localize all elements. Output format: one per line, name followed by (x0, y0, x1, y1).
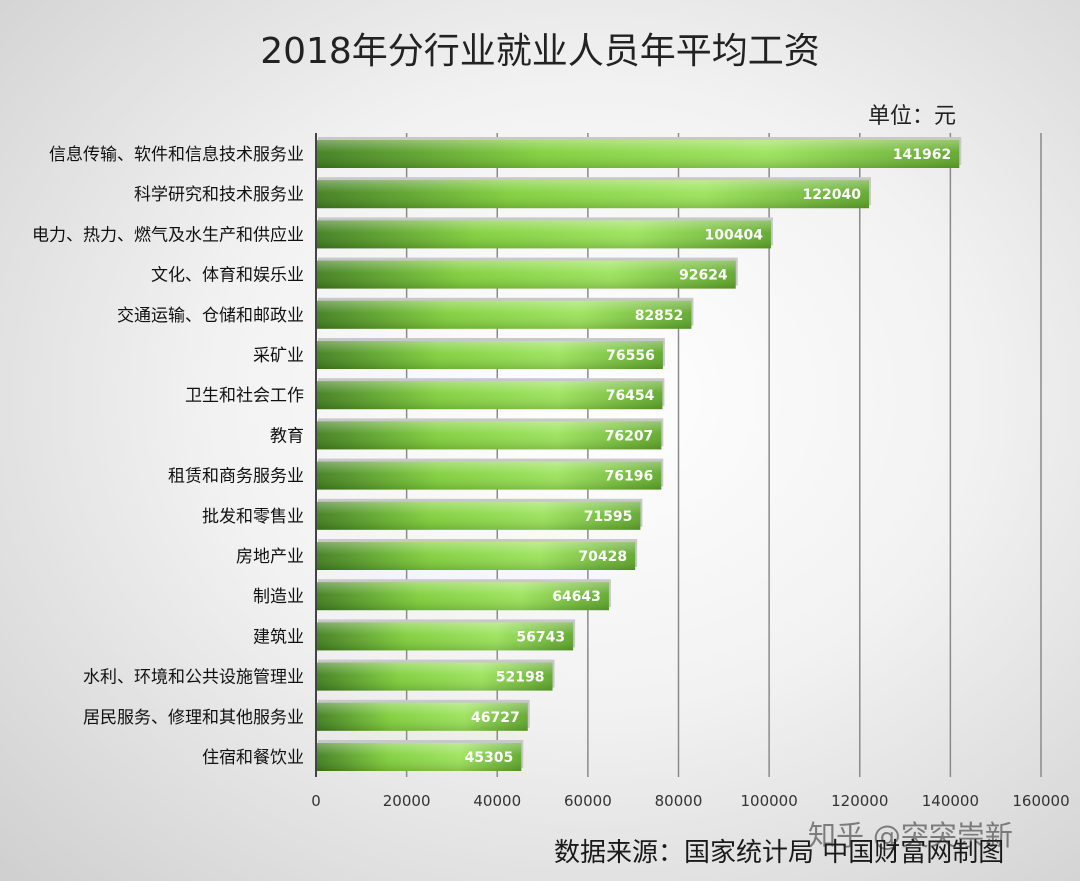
bar-gloss (316, 582, 609, 611)
bar-value-label: 70428 (578, 549, 627, 565)
bar-gloss (316, 702, 528, 731)
bar-gloss (316, 260, 736, 289)
category-label: 租赁和商务服务业 (168, 467, 304, 487)
bar-value-label: 45305 (465, 750, 514, 766)
bar-9: 71595 (316, 498, 643, 530)
x-tick-label: 0 (311, 792, 321, 810)
bar-5: 76556 (316, 338, 665, 369)
category-label: 水利、环境和公共设施管理业 (83, 668, 304, 688)
bar-gloss (316, 381, 663, 410)
category-label: 制造业 (253, 587, 304, 607)
bar-value-label: 82852 (635, 308, 684, 324)
bar-gloss (316, 622, 574, 651)
bar-0: 141962 (316, 137, 962, 168)
unit-label: 单位：元 (867, 104, 956, 129)
bar-value-label: 76454 (606, 388, 655, 404)
category-label: 卫生和社会工作 (185, 386, 304, 406)
category-label: 房地产业 (236, 547, 304, 567)
data-source: 数据来源：国家统计局 中国财富网制图 (554, 838, 1005, 868)
x-tick-label: 20000 (383, 792, 431, 810)
bar-value-label: 100404 (705, 227, 764, 243)
bar-value-label: 76207 (605, 428, 654, 444)
bar-6: 76454 (316, 378, 665, 410)
bar-13: 52198 (316, 659, 555, 691)
bar-3: 92624 (316, 257, 738, 289)
bar-gloss (316, 662, 553, 691)
bar-7: 76207 (316, 418, 664, 450)
bar-1: 122040 (316, 177, 871, 209)
bar-15: 45305 (316, 740, 524, 771)
category-label: 建筑业 (253, 627, 304, 647)
bar-gloss (316, 743, 522, 771)
x-axis-ticks: 0 20000 40000 60000 80000 100000 120000 140000 1… (311, 792, 1069, 810)
x-tick-label: 80000 (655, 792, 703, 810)
bar-14: 46727 (316, 699, 530, 731)
x-tick-label: 160000 (1012, 792, 1069, 810)
category-label: 教育 (270, 426, 304, 446)
bars: 141962 122040 100404 92624 82852 76556 76454 76… (316, 137, 962, 771)
bar-gloss (316, 180, 869, 209)
category-labels: 信息传输、软件和信息技术服务业科学研究和技术服务业电力、热力、燃气及水生产和供应… (32, 145, 304, 768)
category-label: 文化、体育和娱乐业 (151, 266, 304, 286)
bar-gloss (316, 300, 692, 329)
bar-gloss (316, 220, 771, 249)
bar-2: 100404 (316, 217, 773, 249)
bar-gloss (316, 421, 662, 450)
bar-gloss (316, 341, 663, 369)
x-tick-label: 140000 (922, 792, 979, 810)
category-label: 住宿和餐饮业 (202, 748, 304, 768)
x-tick-label: 60000 (564, 792, 612, 810)
bar-value-label: 122040 (803, 187, 862, 203)
bar-12: 56743 (316, 619, 576, 651)
bar-value-label: 46727 (471, 710, 520, 726)
bar-gloss (316, 140, 960, 168)
category-label: 采矿业 (253, 346, 304, 366)
bar-value-label: 76196 (605, 469, 654, 485)
bar-11: 64643 (316, 579, 611, 611)
bar-value-label: 76556 (606, 348, 655, 364)
bar-gloss (316, 542, 636, 570)
chart-title: 2018年分行业就业人员年平均工资 (260, 31, 820, 72)
category-label: 居民服务、修理和其他服务业 (83, 708, 304, 728)
bar-value-label: 71595 (584, 509, 633, 525)
bar-value-label: 64643 (552, 589, 601, 605)
category-label: 批发和零售业 (202, 507, 304, 527)
category-label: 交通运输、仓储和邮政业 (117, 306, 304, 326)
bar-value-label: 141962 (893, 147, 951, 163)
category-label: 电力、热力、燃气及水生产和供应业 (32, 225, 304, 245)
bar-value-label: 56743 (516, 629, 565, 645)
bar-gloss (316, 461, 662, 490)
bar-10: 70428 (316, 539, 638, 570)
category-label: 信息传输、软件和信息技术服务业 (49, 145, 304, 165)
category-label: 科学研究和技术服务业 (134, 185, 304, 205)
x-tick-label: 40000 (473, 792, 521, 810)
bar-gloss (316, 501, 641, 530)
bar-8: 76196 (316, 458, 664, 490)
x-tick-label: 120000 (831, 792, 888, 810)
bar-value-label: 92624 (679, 268, 728, 284)
bar-value-label: 52198 (496, 670, 545, 686)
watermark: 知乎 @突突崇新 (808, 819, 1013, 852)
x-tick-label: 100000 (740, 792, 797, 810)
bar-4: 82852 (316, 297, 694, 329)
